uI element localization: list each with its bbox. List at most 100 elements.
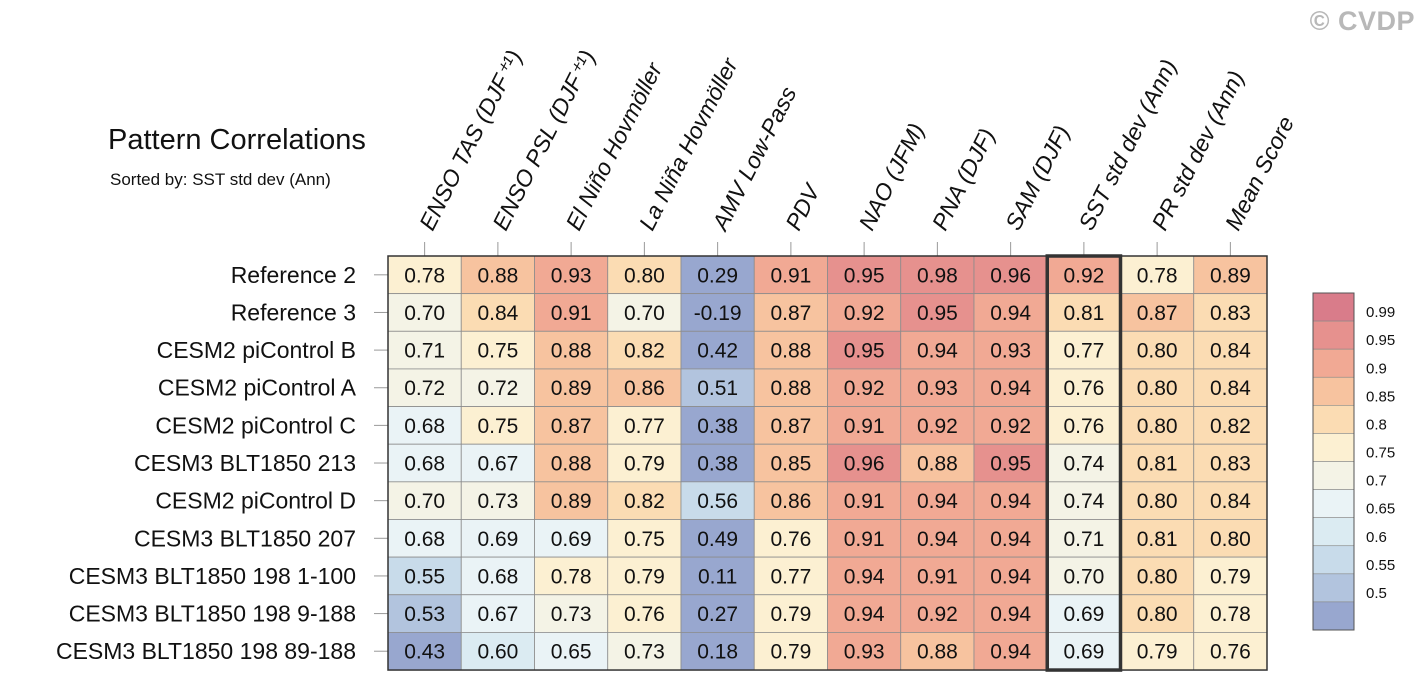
heatmap-cell [1046, 556, 1121, 596]
cell-value: 0.11 [698, 565, 737, 588]
cell-value: 0.72 [477, 377, 518, 400]
cell-value: 0.81 [1063, 302, 1104, 325]
cell-value: 0.87 [1137, 302, 1178, 325]
cell-value: 0.71 [1063, 528, 1104, 551]
cell-value: 0.89 [551, 377, 592, 400]
column-label-pna-djf: PNA (DJF) [927, 124, 1000, 234]
cell-value: 0.82 [1210, 415, 1251, 438]
heatmap-cell [607, 594, 682, 633]
colorbar-box [1312, 601, 1355, 631]
cell-value: 0.71 [404, 340, 445, 363]
cell-value: 0.77 [770, 565, 811, 588]
heatmap-cell [1120, 255, 1195, 295]
chart-subtitle: Sorted by: SST std dev (Ann) [110, 170, 331, 189]
cell-value: 0.95 [990, 453, 1031, 476]
cell-value: 0.18 [697, 641, 738, 664]
heatmap-cell [607, 406, 682, 445]
colorbar-box [1312, 461, 1355, 490]
heatmap-cell [753, 594, 828, 633]
cell-value: 0.68 [404, 528, 445, 551]
heatmap-cell [753, 519, 828, 558]
cell-value: 0.95 [844, 340, 885, 363]
heatmap-cell [534, 368, 609, 407]
row-labels: Reference 2 Reference 3 CESM2 piControl B C… [56, 262, 388, 664]
cell-value: 0.77 [1063, 340, 1104, 363]
colorbar-box [1312, 348, 1355, 378]
cell-value: 0.88 [770, 377, 811, 400]
cell-value: 0.67 [477, 603, 518, 626]
cell-value: 0.70 [1063, 565, 1104, 588]
cell-value: 0.82 [624, 490, 665, 513]
heatmap-cell [1120, 406, 1195, 445]
heatmap-cell [1046, 594, 1121, 633]
cell-value: 0.72 [404, 377, 445, 400]
heatmap-cell [973, 594, 1048, 633]
row-label-cesm2-picontrol-b: CESM2 piControl B [157, 337, 356, 363]
cell-value: 0.80 [1210, 528, 1251, 551]
cell-value: 0.94 [990, 528, 1031, 551]
heatmap-cell [1120, 368, 1195, 407]
colorbar-box [1312, 433, 1355, 462]
cell-value: 0.92 [1063, 264, 1104, 287]
heatmap-cell [534, 330, 609, 370]
cell-value: 0.87 [770, 302, 811, 325]
heatmap-cell [534, 594, 609, 633]
cell-value: 0.82 [624, 340, 665, 363]
heatmap-cell [1193, 481, 1268, 520]
colorbar-border [1312, 292, 1355, 631]
heatmap-cell [460, 632, 535, 671]
heatmap-cell [460, 443, 535, 483]
cell-value: 0.51 [697, 377, 738, 400]
heatmap-cell [1120, 293, 1195, 332]
cell-value: 0.68 [404, 415, 445, 438]
cell-value: 0.75 [624, 528, 665, 551]
cell-value: 0.73 [624, 641, 665, 664]
cell-value: 0.94 [990, 641, 1031, 664]
colorbar: 0.99 0.95 0.9 0.85 0.8 0.75 0.7 0.65 0.6 0.55 0.5 [1312, 292, 1395, 631]
column-label-pdv: PDV [780, 178, 826, 234]
heatmap-border [387, 255, 1268, 671]
cell-value: 0.92 [844, 377, 885, 400]
heatmap-cell [753, 556, 828, 596]
cell-value: 0.84 [1210, 340, 1251, 363]
colorbar-label: 0.7 [1366, 473, 1387, 490]
heatmap-cell [900, 406, 975, 445]
cell-value: 0.92 [844, 302, 885, 325]
heatmap-cell [900, 255, 975, 295]
heatmap-cell [753, 406, 828, 445]
colorbar-label: 0.99 [1366, 304, 1395, 321]
cell-value: 0.92 [917, 415, 958, 438]
heatmap-cell [900, 632, 975, 671]
cell-value: 0.94 [990, 603, 1031, 626]
colorbar-label: 0.6 [1366, 529, 1387, 546]
heatmap-cell [680, 368, 755, 407]
heatmap-cell [460, 594, 535, 633]
heatmap-cell [753, 293, 828, 332]
cell-value: 0.88 [551, 453, 592, 476]
colorbar-box [1312, 376, 1355, 406]
cell-value: 0.76 [1063, 377, 1104, 400]
cell-value: 0.42 [697, 340, 738, 363]
cell-value: 0.49 [697, 528, 738, 551]
cell-value: 0.95 [917, 302, 958, 325]
row-label-cesm2-picontrol-a: CESM2 piControl A [158, 375, 357, 401]
heatmap-cell [680, 293, 755, 332]
colorbar-box [1312, 545, 1355, 575]
cell-value: 0.94 [917, 490, 958, 513]
heatmap-cell [827, 632, 902, 671]
heatmap-cell [973, 632, 1048, 671]
cell-value: 0.29 [697, 264, 738, 287]
row-label-cesm3-blt1850-198-1-100: CESM3 BLT1850 198 1-100 [69, 563, 356, 589]
colorbar-box [1312, 573, 1355, 603]
cell-value: 0.83 [1210, 453, 1251, 476]
cell-value: 0.76 [770, 528, 811, 551]
heatmap-cell [753, 330, 828, 370]
heatmap-cell [460, 481, 535, 520]
cell-value: 0.80 [1137, 603, 1178, 626]
cell-value: 0.67 [477, 453, 518, 476]
column-label-sam-djf: SAM (DJF) [1000, 121, 1075, 234]
cell-value: 0.94 [844, 603, 885, 626]
heatmap-cell [1120, 519, 1195, 558]
cell-value: 0.74 [1063, 490, 1104, 513]
